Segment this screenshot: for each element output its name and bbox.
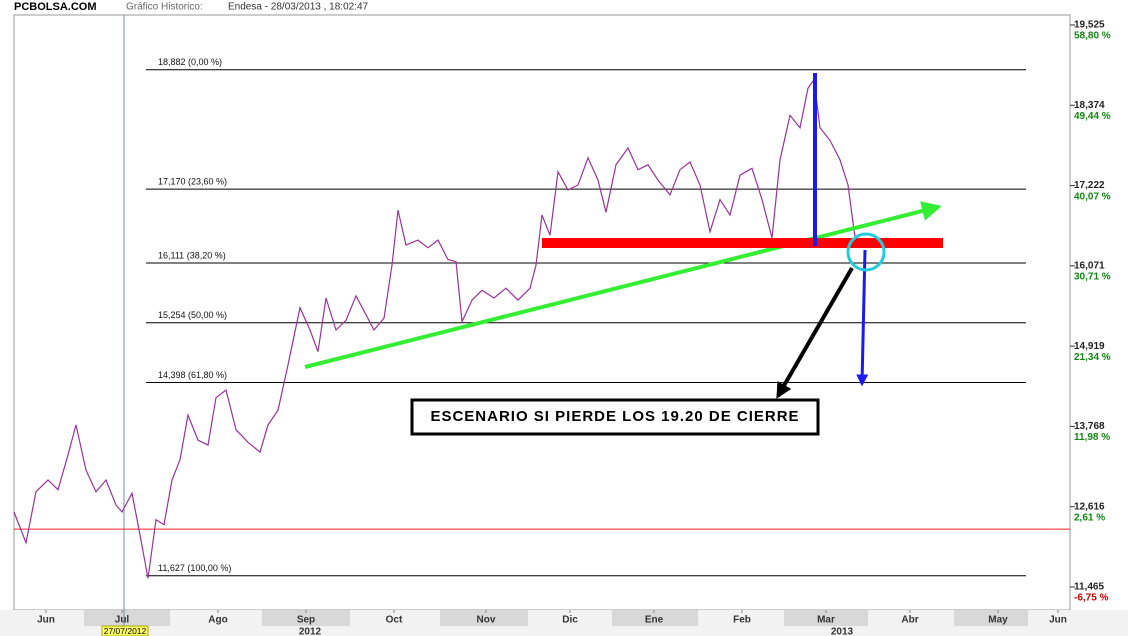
trend-line	[304, 201, 942, 369]
y-tick-label: 16,071	[1074, 260, 1105, 271]
y2-tick-label: 21,34 %	[1074, 352, 1111, 363]
y2-tick-label: 49,44 %	[1074, 111, 1111, 122]
x-tick-label: Dic	[562, 615, 578, 626]
y2-tick-label: 30,71 %	[1074, 272, 1111, 283]
y-tick-label: 19,525	[1074, 20, 1105, 31]
y2-tick-label: 11,98 %	[1074, 432, 1110, 443]
y-tick-label: 18,374	[1074, 100, 1105, 111]
x-tick-label: Jun	[37, 615, 55, 626]
y-tick-label: 11,465	[1074, 582, 1104, 593]
x-tick-label: May	[988, 615, 1008, 626]
cursor-label: 27/07/2012	[104, 626, 147, 636]
y-tick-label: 12,616	[1074, 501, 1105, 512]
y2-tick-label: -6,75 %	[1074, 593, 1109, 604]
level-label: 11,627 (100,00 %)	[158, 563, 231, 573]
base-layer: Jun Jul Ago Sep Oct Nov Dic Ene Feb Mar Abr May Jun 2…	[0, 15, 1128, 636]
y-tick-label: 13,768	[1074, 421, 1105, 432]
x-tick-label: Ene	[645, 615, 664, 626]
y-tick-label: 17,222	[1074, 180, 1105, 191]
y2-tick-label: 40,07 %	[1074, 191, 1111, 202]
x-tick-label: Ago	[208, 615, 227, 626]
highlight-circle	[846, 232, 886, 272]
month-block	[612, 610, 698, 626]
year-label: 2013	[831, 627, 854, 636]
x-tick-label: Abr	[901, 615, 918, 626]
month-block	[84, 610, 170, 626]
level-label: 15,254 (50,00 %)	[158, 310, 227, 320]
x-tick-label: Sep	[297, 615, 315, 626]
x-axis-band	[0, 610, 1128, 636]
x-tick-label: Jun	[1049, 615, 1067, 626]
month-block	[262, 610, 350, 626]
y-tick-label: 14,919	[1074, 341, 1105, 352]
price-line	[13, 78, 857, 579]
overlay: ESCENARIO SI PIERDE LOS 19.20 DE CIERRE	[304, 73, 943, 436]
y2-tick-label: 58,80 %	[1074, 31, 1111, 42]
annotation-box	[410, 398, 820, 436]
level-label: 18,882 (0,00 %)	[158, 57, 222, 67]
x-tick-label: Nov	[477, 615, 496, 626]
cursor-label-bg	[101, 625, 149, 636]
level-label: 16,111 (38,20 %)	[158, 250, 226, 260]
year-label: 2012	[299, 627, 322, 636]
chart-label: Gráfico Historico:	[126, 2, 203, 13]
source: PCBOLSA.COM	[14, 1, 97, 13]
callout-arrow	[776, 266, 854, 399]
x-tick-label: Mar	[817, 615, 835, 626]
month-block	[784, 610, 868, 626]
month-block	[440, 610, 528, 626]
x-tick-label: Feb	[733, 615, 751, 626]
chart-title: Endesa - 28/03/2013 , 18:02:47	[228, 2, 369, 13]
y2-tick-label: 2,61 %	[1074, 512, 1105, 523]
level-label: 17,170 (23,60 %)	[158, 177, 227, 187]
level-label: 14,398 (61,80 %)	[158, 370, 227, 380]
x-tick-label: Oct	[386, 615, 403, 626]
target-arrow	[856, 249, 869, 387]
month-block	[954, 610, 1028, 626]
x-tick-label: Jul	[115, 615, 130, 626]
annotation: ESCENARIO SI PIERDE LOS 19.20 DE CIERRE	[430, 408, 799, 425]
